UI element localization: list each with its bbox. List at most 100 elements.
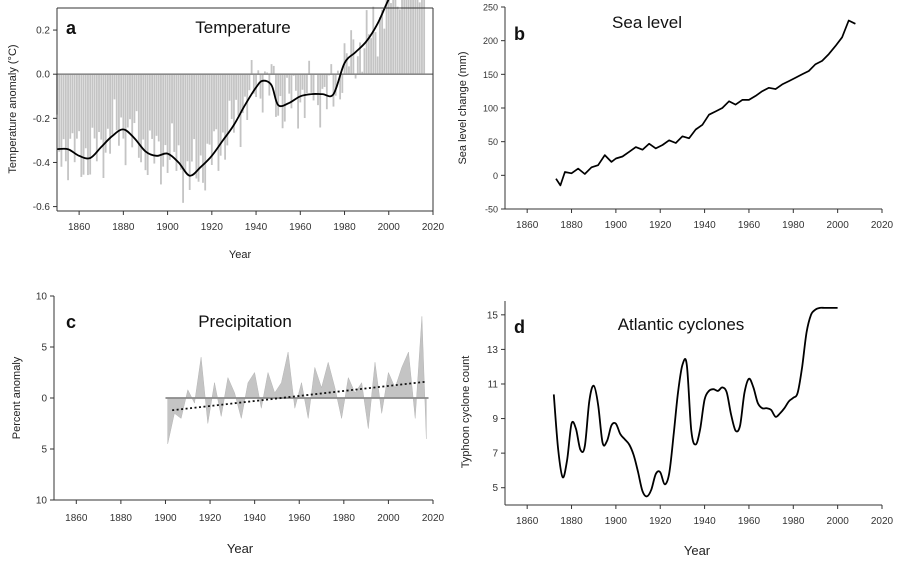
temperature-bar [186,74,189,162]
sea-level-y-tick-label: 0 [493,171,498,181]
cyclone-x-tick-label: 2020 [871,516,894,527]
precipitation-trend-line [172,380,427,412]
temperature-bar [319,74,322,128]
temperature-bar [381,9,384,75]
temperature-bar [310,74,313,93]
cyclone-x-tick-label: 1960 [738,516,761,527]
temperature-bar [171,74,173,124]
temperature-bar [363,48,366,75]
temperature-bar [308,60,311,75]
temperature-bar [93,74,96,139]
temperature-bar [151,74,154,139]
temperature-bar [60,74,63,167]
temperature-bar [182,74,184,203]
temperature-y-tick-label: -0.6 [33,202,51,213]
temperature-bar [263,71,266,75]
temperature-bar [148,74,151,131]
temperature-bar [281,74,284,129]
precipitation-x-ticks: 1860 1880 1900 1920 1940 1960 1980 2000 2020 [65,500,445,524]
temperature-bar [277,74,280,116]
temperature-bar [288,74,291,94]
temperature-bar [120,74,123,118]
cyclone-x-tick-label: 1860 [516,516,539,527]
temperature-bar [126,74,129,128]
cyclone-x-tick-label: 1940 [693,516,716,527]
temperature-bar [266,72,269,75]
precipitation-y-label: Percent anomaly [11,356,23,439]
temperature-bar [401,0,403,75]
temperature-bar [98,74,100,133]
cyclone-x-tick-label: 1880 [560,516,583,527]
temperature-bar [343,43,346,75]
temperature-bar [407,0,410,75]
precipitation-title: Precipitation [198,312,292,331]
sea-level-y-tick-label: -50 [485,205,498,215]
temperature-bar [69,74,72,139]
sea-level-x-tick-label: 2000 [827,220,850,231]
cyclone-count-line [552,306,838,498]
temperature-bar [197,74,200,182]
temperature-bar [199,74,202,156]
temperature-x-tick-label: 1940 [245,222,268,233]
temperature-bar [261,74,264,113]
temperature-bar [188,74,191,190]
temperature-bar [403,0,406,75]
temperature-bar [239,74,242,148]
temperature-y-tick-label: 0.0 [36,70,50,81]
temperature-bar [250,60,253,75]
temperature-bar [334,74,337,96]
temperature-bar [359,42,361,75]
temperature-bar [317,74,319,106]
temperature-bar [82,74,85,175]
temperature-x-tick-label: 1960 [289,222,312,233]
sea-level-y-tick-label: 150 [483,70,498,80]
temperature-bar [113,74,116,100]
precipitation-x-label: Year [227,541,254,556]
temperature-bar [416,0,419,75]
temperature-x-tick-label: 1900 [156,222,179,233]
cyclone-x-tick-label: 1900 [605,516,628,527]
temperature-x-tick-label: 2000 [378,222,401,233]
temperature-bar [418,2,421,75]
temperature-bar [224,74,227,160]
temperature-bar [248,74,251,91]
temperature-bar [124,74,127,166]
temperature-bar [228,74,231,101]
temperature-bar [111,74,114,135]
temperature-y-tick-label: 0.2 [36,26,50,37]
precipitation-x-tick-label: 1880 [110,513,133,524]
temperature-bar [162,74,165,167]
temperature-bar [80,74,83,177]
temperature-x-label: Year [229,249,252,261]
temperature-bar [268,74,271,96]
temperature-bar [396,6,399,75]
temperature-bar [84,74,87,149]
temperature-bar [106,74,109,129]
temperature-y-label: Temperature anomaly (°C) [7,44,19,173]
panel-label-c: c [66,312,76,332]
sea-level-y-ticks: -50 0 50 100 150 200 250 [483,3,505,215]
precipitation-x-tick-label: 1960 [288,513,311,524]
temperature-bar [89,74,92,175]
sea-level-y-tick-label: 200 [483,36,498,46]
precipitation-y-tick-label: 10 [36,292,48,303]
temperature-bar [354,74,357,79]
temperature-bar [345,53,348,75]
temperature-bar [376,56,379,75]
temperature-bar [179,74,182,170]
temperature-bar [237,74,240,116]
precipitation-y-tick-label: 5 [41,445,47,456]
panel-c: 10 5 0 5 10 1860 1880 1900 1920 1940 1960 1980 2000… [11,292,445,557]
temperature-bar [129,74,131,120]
precipitation-x-tick-label: 1920 [199,513,222,524]
temperature-bar [330,64,333,75]
temperature-bar [164,74,167,146]
temperature-bar [226,74,229,146]
cyclone-x-tick-label: 1980 [782,516,805,527]
temperature-bar [387,0,390,75]
temperature-bar [390,3,392,75]
precipitation-x-tick-label: 1900 [154,513,177,524]
precipitation-x-tick-label: 1940 [244,513,267,524]
temperature-bar [153,74,156,164]
sea-level-y-tick-label: 50 [488,137,498,147]
